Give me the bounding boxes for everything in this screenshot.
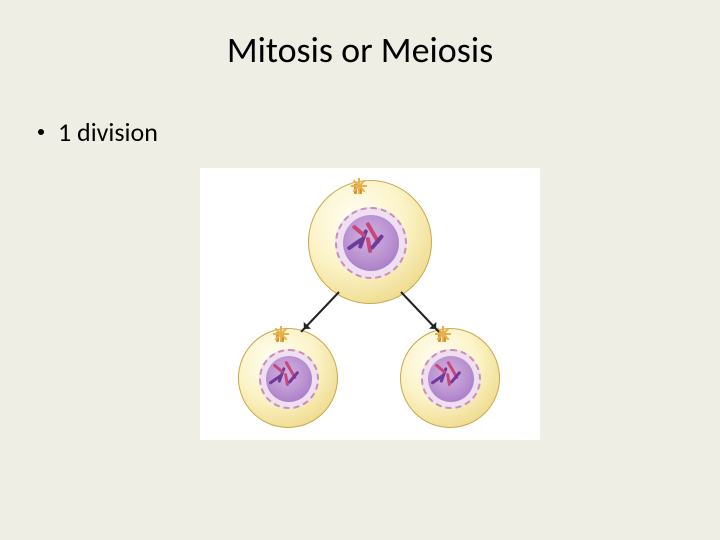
page-title: Mitosis or Meiosis <box>0 28 720 72</box>
chromatin <box>288 371 300 384</box>
cell-division-diagram <box>200 168 540 440</box>
nucleus-core <box>343 215 399 271</box>
cell-daughter-right <box>400 328 500 428</box>
nucleus-core <box>266 356 312 402</box>
title-text: Mitosis or Meiosis <box>227 28 493 72</box>
bullet-text: 1 division <box>58 116 158 148</box>
chromatin <box>450 371 462 384</box>
division-arrow-icon <box>400 291 439 332</box>
division-arrow-icon <box>300 291 339 332</box>
cell-parent <box>308 180 432 304</box>
nucleus-core <box>428 356 474 402</box>
cell-daughter-left <box>238 328 338 428</box>
bullet-dot-icon <box>38 129 44 135</box>
bullet-item: 1 division <box>38 116 158 148</box>
